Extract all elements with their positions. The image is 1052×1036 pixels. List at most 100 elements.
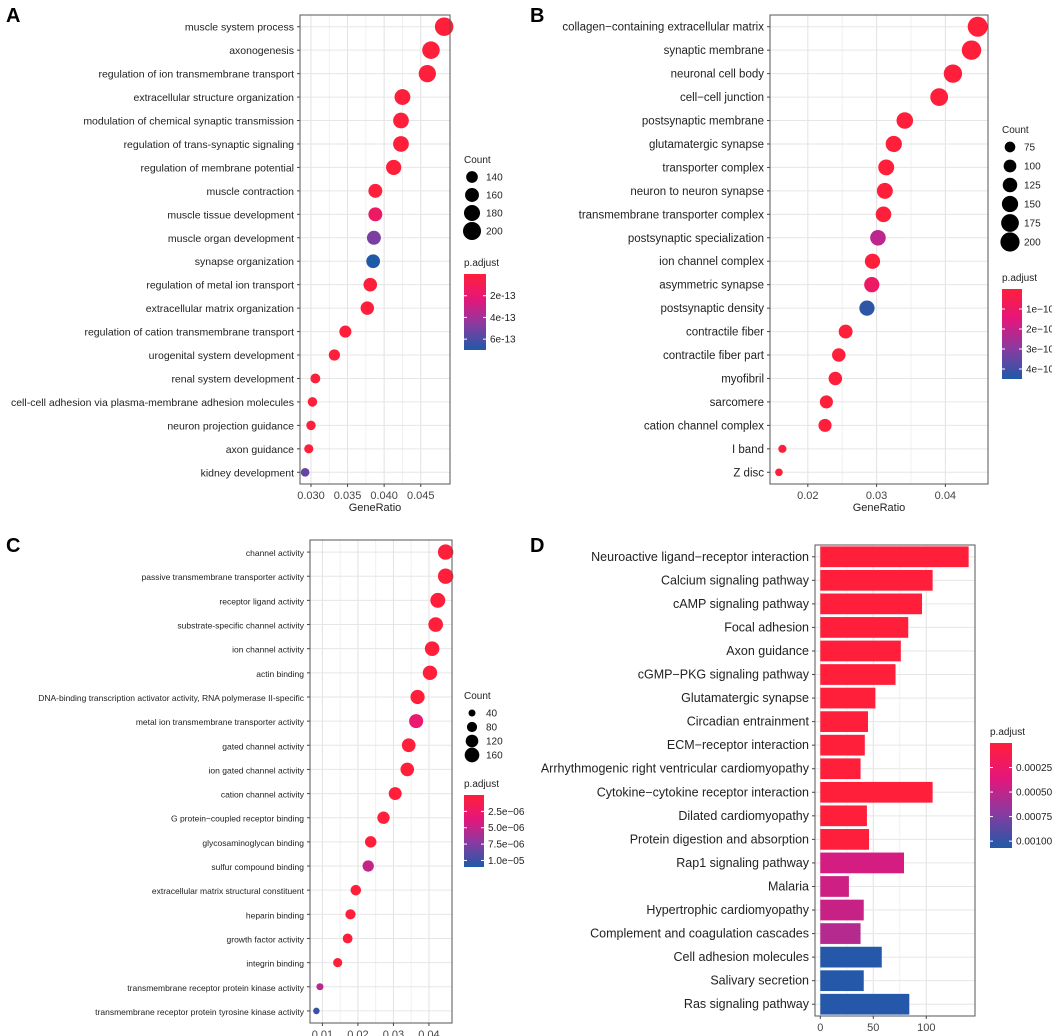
panel-d-xtick-label: 100 [917, 1022, 935, 1034]
panel-a-category-label: muscle organ development [168, 233, 294, 245]
panel-d-category-label: cGMP−PKG signaling pathway [638, 668, 810, 682]
panel-a-point [393, 112, 409, 129]
panel-d-plot-area [815, 545, 975, 1016]
panel-a-point [360, 301, 375, 315]
panel-d-legend-padjust-label: 0.00050 [1016, 788, 1052, 799]
panel-b-legend-count-dot [1003, 159, 1017, 173]
panel-b-category-label: Z disc [733, 467, 764, 479]
panel-c-point [345, 909, 356, 920]
panel-a-legend-padjust-label: 2e-13 [490, 291, 516, 302]
panel-a-point [366, 230, 381, 245]
panel-c-point [430, 592, 446, 608]
panel-c-category-label: glycosaminoglycan binding [202, 838, 304, 848]
panel-c-category-label: G protein−coupled receptor binding [171, 814, 304, 824]
panel-d-category-label: cAMP signaling pathway [673, 597, 810, 611]
panel-b-point [775, 468, 783, 477]
panel-d-legend-padjust-label: 0.00100 [1016, 837, 1052, 848]
panel-c-point [409, 714, 424, 729]
panel-b-legend-count-dot [1000, 232, 1020, 252]
panel-a-frame [299, 14, 451, 485]
panel-a-plot: muscle system process axonogenesis regulat… [11, 14, 516, 514]
panel-c-legend-count-label: 120 [486, 737, 503, 748]
panel-a-category-label: extracellular matrix organization [146, 303, 294, 315]
panel-c-category-label: heparin binding [246, 910, 304, 920]
panel-b-frame [769, 14, 989, 485]
panel-d-bar [820, 569, 933, 591]
panel-d-xtick-label: 0 [817, 1022, 823, 1034]
panel-d-frame [814, 544, 976, 1017]
panel-b-category-label: postsynaptic membrane [642, 116, 764, 128]
panel-b-legend-count-label: 100 [1024, 162, 1041, 173]
panel-a-point [339, 325, 352, 338]
panel-b-category-label: cell−cell junction [680, 92, 764, 104]
panel-b-point [930, 88, 949, 106]
panel-c-category-label: sulfur compound binding [211, 862, 304, 872]
panel-d-xtick-label: 50 [867, 1022, 879, 1034]
panel-b-category-label: neuron to neuron synapse [630, 186, 764, 198]
panel-d-category-label: Calcium signaling pathway [661, 573, 810, 587]
panel-a-point [366, 254, 381, 269]
panel-a-point [368, 183, 383, 198]
panel-c-point [410, 689, 425, 705]
panel-a-category-label: urogenital system development [149, 350, 294, 362]
panel-d-bar [820, 899, 864, 921]
panel-a-category-label: regulation of cation transmembrane trans… [84, 327, 294, 339]
panel-b-legend-count-dot [1002, 177, 1018, 193]
panel-c-point [401, 738, 416, 753]
panel-a-category-label: modulation of chemical synaptic transmis… [83, 116, 294, 128]
panel-d-category-label: Protein digestion and absorption [630, 832, 809, 846]
panel-b-category-label: neuronal cell body [671, 69, 765, 81]
panel-b-point [864, 253, 881, 269]
panel-c-point [342, 933, 353, 944]
panel-a-legend-count-dot [463, 204, 481, 222]
panel-a-legend-count-dot [465, 188, 479, 202]
panel-a-category-label: kidney development [201, 467, 294, 479]
panel-c-point [333, 958, 343, 968]
panel-c-legend-count-dot [468, 709, 476, 717]
panel-a-xtick-label: 0.035 [334, 490, 362, 502]
panel-b-legend-padjust-label: 4e−10 [1026, 365, 1052, 376]
panel-b-xtick-label: 0.02 [797, 490, 818, 502]
panel-c-point [422, 665, 438, 681]
panel-c-point [362, 860, 374, 872]
panel-a-category-label: muscle system process [185, 22, 294, 34]
panel-d-plot: Neuroactive ligand−receptor interaction C… [541, 544, 1052, 1034]
panel-a-point [393, 136, 409, 152]
panel-c-category-label: transmembrane receptor protein kinase ac… [127, 983, 304, 993]
panel-a-category-label: regulation of membrane potential [140, 162, 294, 174]
panel-a-plot-area [300, 15, 450, 484]
panel-c-legend-count-label: 160 [486, 751, 503, 762]
panel-c-point [388, 787, 402, 801]
panel-b-category-label: contractile fiber [686, 327, 764, 339]
panel-a-category-label: muscle tissue development [167, 209, 294, 221]
panel-a-category-label: regulation of metal ion transport [146, 280, 294, 292]
panel-c-point [313, 1007, 320, 1015]
panel-d-bar [820, 876, 849, 897]
panel-b-legend-colorbar [1002, 289, 1022, 379]
panel-c-legend-colorbar [464, 795, 484, 867]
panel-c-category-label: growth factor activity [227, 934, 305, 944]
panel-b-legend-padjust-title: p.adjust [1002, 273, 1037, 284]
panel-c-point [377, 811, 390, 824]
panel-a-legend-count-label: 160 [486, 191, 503, 202]
panel-a-category-label: regulation of trans-synaptic signaling [124, 139, 295, 151]
panel-d-bar [820, 805, 867, 827]
panel-c-category-label: passive transmembrane transporter activi… [141, 572, 304, 582]
panel-c-xtick-label: 0.02 [347, 1029, 368, 1036]
panel-d-category-label: Dilated cardiomyopathy [678, 809, 809, 823]
panel-a-point [328, 349, 341, 361]
panel-d-category-label: Malaria [768, 879, 809, 893]
panel-a-category-label: synapse organization [195, 256, 294, 268]
panel-d-bar [820, 923, 861, 944]
panel-a-category-label: axon guidance [226, 444, 294, 456]
panel-d-bar [820, 829, 870, 850]
panel-d-legend-padjust-title: p.adjust [990, 727, 1025, 738]
panel-b-legend-count-title: Count [1002, 125, 1029, 136]
panel-c-legend-count-dot [465, 734, 479, 748]
panel-c-point [364, 836, 377, 848]
panel-c-legend-padjust-label: 2.5e−06 [488, 807, 525, 818]
panel-c-category-label: DNA-binding transcription activator acti… [38, 693, 305, 703]
panel-a-legend-count-dot [462, 221, 482, 241]
panel-b-xtick-label: 0.04 [935, 490, 956, 502]
